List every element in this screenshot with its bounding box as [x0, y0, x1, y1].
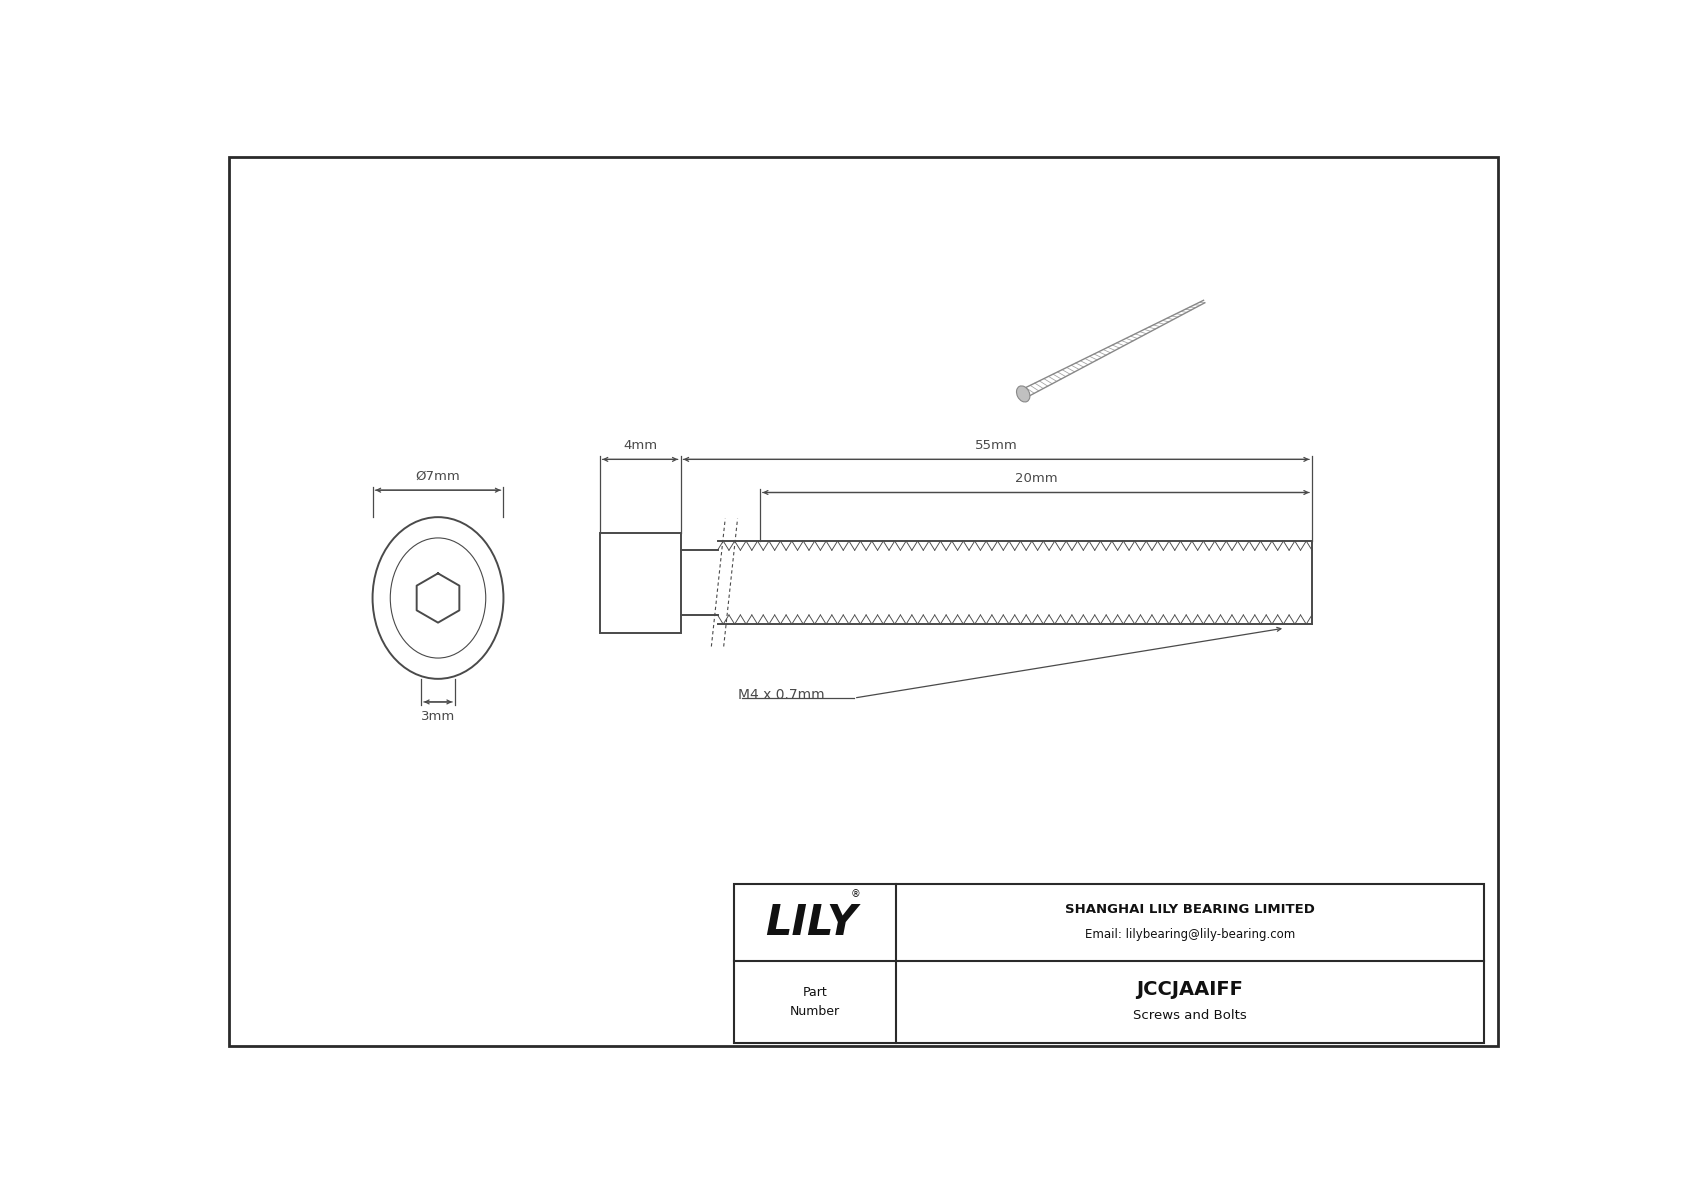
Text: Screws and Bolts: Screws and Bolts: [1133, 1009, 1246, 1022]
Text: JCCJAAIFF: JCCJAAIFF: [1137, 980, 1243, 998]
Text: Email: lilybearing@lily-bearing.com: Email: lilybearing@lily-bearing.com: [1084, 928, 1295, 941]
Text: ®: ®: [850, 890, 861, 899]
Bar: [734, 885, 1484, 1043]
Text: Part
Number: Part Number: [790, 986, 840, 1018]
Text: 20mm: 20mm: [1014, 472, 1058, 485]
Text: 3mm: 3mm: [421, 710, 455, 723]
Text: Ø7mm: Ø7mm: [416, 469, 460, 482]
Text: SHANGHAI LILY BEARING LIMITED: SHANGHAI LILY BEARING LIMITED: [1064, 903, 1315, 916]
Text: 4mm: 4mm: [623, 438, 657, 451]
Text: LILY: LILY: [766, 902, 857, 944]
Text: 55mm: 55mm: [975, 438, 1017, 451]
Bar: [600, 532, 680, 632]
Text: M4 x 0.7mm: M4 x 0.7mm: [738, 688, 825, 701]
Ellipse shape: [1017, 386, 1031, 403]
